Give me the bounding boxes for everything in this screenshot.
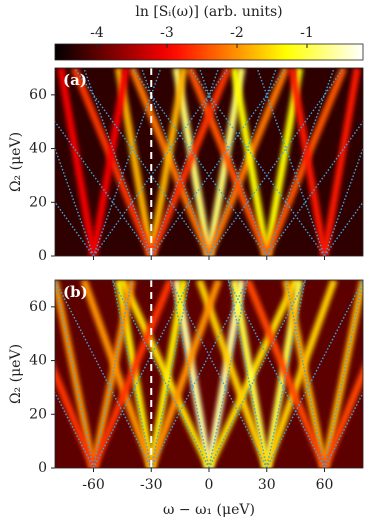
fit-curve <box>208 68 345 256</box>
fit-curve <box>131 68 268 256</box>
spectral-ridge <box>321 364 363 468</box>
fit-curve <box>73 68 210 256</box>
y-tick-label: 20 <box>29 194 47 210</box>
y-tick-label: 40 <box>29 353 47 369</box>
spectral-ridge <box>55 364 97 468</box>
colorbar-label: ln [Sᵢ(ω)] (arb. units) <box>135 4 282 20</box>
fit-curve <box>55 201 95 256</box>
fit-curve <box>169 280 268 468</box>
colorbar-tick-label: -1 <box>300 25 314 41</box>
spectral-ridge <box>147 280 222 468</box>
spectral-ridge <box>321 68 361 256</box>
panel-label: (b) <box>63 283 88 301</box>
spectral-ridge <box>148 68 232 256</box>
fit-curve <box>112 280 210 468</box>
x-axis-label: ω − ω₁ (μeV) <box>163 502 255 518</box>
spectral-ridge <box>186 68 270 256</box>
y-tick-label: 60 <box>29 299 47 315</box>
spectral-ridge <box>230 68 271 256</box>
fit-curve <box>55 120 152 256</box>
spectral-ridge <box>80 280 155 468</box>
fit-curve <box>55 280 152 468</box>
spectral-ridge <box>263 280 338 468</box>
x-tick-label: 30 <box>258 477 276 493</box>
y-tick-label: 40 <box>29 141 47 157</box>
colorbar-tick-label: -2 <box>230 25 244 41</box>
spectral-ridge <box>147 280 188 468</box>
y-tick-label: 20 <box>29 406 47 422</box>
fit-curve <box>323 201 363 256</box>
fit-curve <box>189 68 326 256</box>
fit-curve <box>92 280 133 468</box>
fit-curve <box>169 280 210 468</box>
fit-curve <box>150 280 249 468</box>
fit-curve <box>285 280 326 468</box>
y-axis-label: Ω₂ (μeV) <box>8 344 24 404</box>
spectral-ridge <box>90 68 130 256</box>
fit-curve <box>266 120 363 256</box>
fit-curve <box>92 280 191 468</box>
spectral-ridge <box>57 68 97 256</box>
fit-curve <box>323 280 363 468</box>
x-tick-label: -30 <box>140 477 163 493</box>
spectral-ridge <box>230 280 271 468</box>
fit-curve <box>323 391 363 468</box>
y-tick-label: 0 <box>38 460 47 476</box>
spectral-ridge <box>147 68 188 256</box>
y-tick-label: 60 <box>29 87 47 103</box>
y-tick-label: 0 <box>38 248 47 264</box>
heatmap-panel <box>55 280 363 468</box>
colorbar <box>54 43 364 61</box>
fit-curve <box>227 280 326 468</box>
spectral-ridge <box>288 68 328 256</box>
fit-curve <box>92 68 229 256</box>
colorbar-tick-label: -3 <box>160 25 174 41</box>
x-tick-label: -60 <box>82 477 105 493</box>
fit-curve <box>266 280 306 468</box>
fit-curve <box>208 280 249 468</box>
fit-curve <box>150 68 287 256</box>
fit-curve <box>208 280 306 468</box>
fit-curve <box>112 280 152 468</box>
heatmap-panel <box>55 68 363 256</box>
fit-curve <box>266 280 363 468</box>
panel-label: (a) <box>63 71 87 89</box>
y-axis-label: Ω₂ (μeV) <box>8 132 24 192</box>
x-tick-label: 60 <box>316 477 334 493</box>
fit-curve <box>227 280 268 468</box>
fit-curve <box>55 391 95 468</box>
colorbar-tick-label: -4 <box>90 25 104 41</box>
x-tick-label: 0 <box>205 477 214 493</box>
fit-curve <box>55 280 95 468</box>
fit-curve <box>150 280 191 468</box>
